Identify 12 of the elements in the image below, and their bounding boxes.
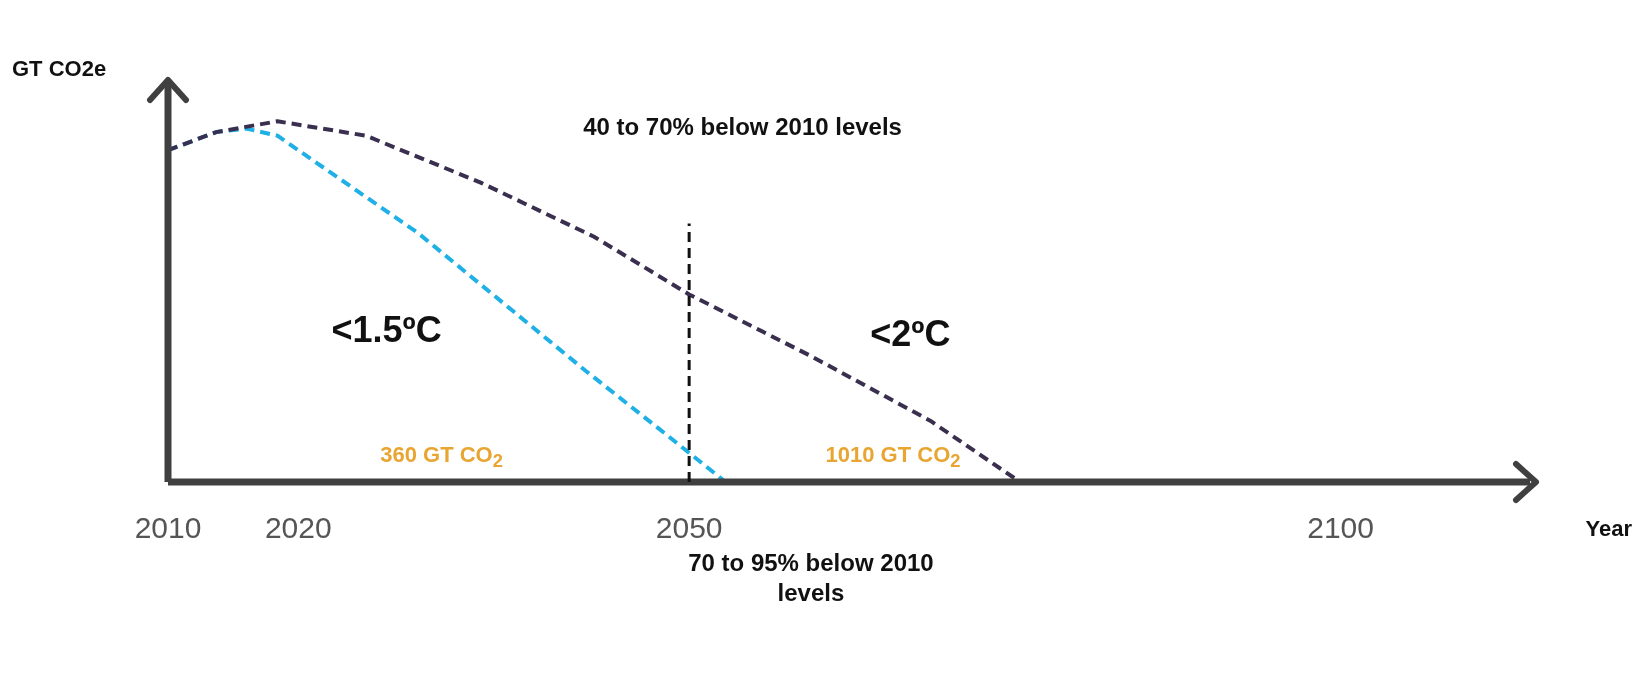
annotation: 40 to 70% below 2010 levels (582, 112, 903, 143)
annotation: 360 GT CO$_{2}$ (379, 440, 504, 473)
y-axis-title: GT CO2e (12, 56, 107, 82)
x-tick-label: 2100 (1307, 511, 1374, 545)
x-tick-label: 2050 (655, 511, 723, 545)
x-tick-label: 2010 (134, 511, 202, 545)
series-label: <2ºC (870, 312, 951, 354)
x-axis-title: Year (1585, 516, 1633, 542)
x-tick-label: 2020 (264, 511, 332, 545)
text: 70 to 95% below 2010 levels (687, 548, 935, 609)
annotation: 1010 GT CO$_{2}$ (824, 440, 962, 473)
series-label: <1.5ºC (331, 308, 442, 350)
